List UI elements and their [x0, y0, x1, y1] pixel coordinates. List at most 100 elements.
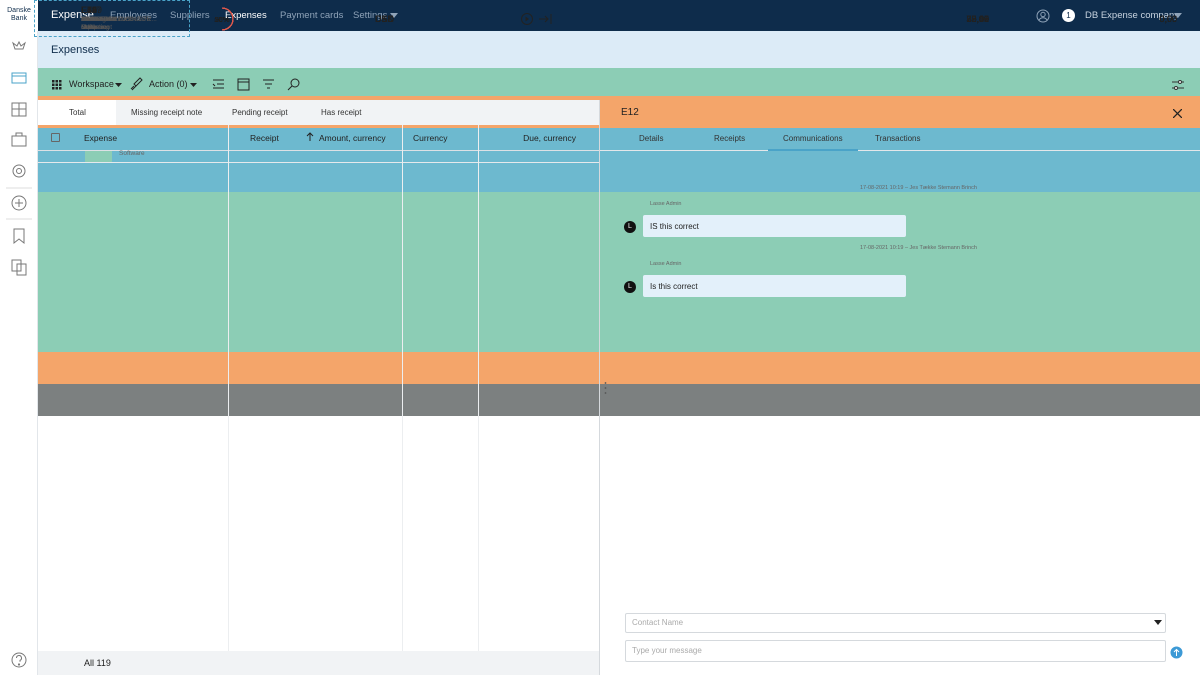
icon-part [521, 13, 533, 25]
expense-icon [0, 224, 1200, 256]
column-title[interactable]: Currency [413, 133, 448, 143]
currency: USD [375, 14, 395, 24]
resize-handle[interactable] [603, 380, 608, 396]
column-title[interactable]: Receipt [250, 133, 279, 143]
partial-row [38, 151, 599, 163]
category: Software [81, 24, 107, 31]
message-input[interactable] [625, 640, 1166, 662]
icon-part [221, 7, 234, 31]
company-name[interactable]: DB Expense company [1085, 10, 1179, 21]
row-category: Software [119, 150, 145, 157]
expense-id: E48 [81, 5, 98, 15]
message-meta: 17-08-2021 10:19 – Jes Tække Stemann Bri… [860, 245, 977, 251]
tab[interactable]: Total [69, 108, 86, 117]
table-row[interactable]: E79 Pluralsight Software 25% 36,25 USD 0,00 [0, 5, 1200, 224]
panel-tab[interactable]: Transactions [875, 134, 921, 143]
table-row[interactable]: E15 Shutterstock Marketing 50% 32,46 USD 0,00 [0, 5, 1200, 160]
sort-arrow [306, 132, 314, 141]
category: Software [81, 24, 107, 31]
panel-tab[interactable]: Details [639, 134, 664, 143]
due: 0,00 [1159, 14, 1177, 24]
panel-tab[interactable]: Receipts [714, 134, 746, 143]
receipt-status: 50% [214, 15, 230, 24]
currency: USD [375, 14, 395, 24]
row-actions[interactable] [520, 12, 554, 31]
table-row[interactable]: E34 Twilio Software 50% 75,02 USD 0,00 [0, 5, 1200, 320]
brand-line: Danske [7, 7, 31, 14]
column-title[interactable]: Due, currency [523, 133, 576, 143]
nav-item[interactable]: Employees [110, 10, 157, 21]
receipt-status: 50% [214, 15, 230, 24]
currency: USD [375, 14, 395, 24]
table-row[interactable]: E73 Microsoft Equipment 50% 78,63 DKK 0,00 [0, 5, 1200, 416]
avatar: L [624, 281, 636, 293]
send-button[interactable] [1170, 646, 1183, 659]
category: Software [81, 24, 107, 31]
expense-id: E109 [81, 5, 103, 15]
merchant: Microsoft [81, 16, 108, 23]
expense-icon [0, 256, 1200, 288]
user-icon[interactable] [1036, 9, 1050, 23]
settings-filter[interactable] [1171, 78, 1185, 92]
currency: USD [375, 14, 395, 24]
receipt-status: 25% [214, 15, 230, 24]
column-title[interactable]: Expense [84, 133, 118, 143]
receipt-status: 50% [214, 15, 230, 24]
currency: USD [375, 14, 395, 24]
table-row[interactable]: E12 Twilio Software 25% 75,05 USD [0, 0, 1200, 352]
expense-id: E86 [81, 5, 98, 15]
nav-item[interactable]: Expenses [225, 10, 267, 21]
receipt-status: 50% [214, 15, 230, 24]
nav-item[interactable]: Settings [353, 10, 388, 21]
icon [221, 7, 234, 31]
amount: 76,45 [966, 14, 989, 24]
workspace-button[interactable]: Workspace [69, 79, 114, 89]
category: Software [81, 24, 107, 31]
table-row[interactable]: E117 STK*Shutterstock Marketing 25% 32,49 USD… [0, 5, 1200, 192]
expense-id: E56 [81, 5, 98, 15]
amount: 75,02 [966, 14, 989, 24]
expense-id: E15 [81, 5, 98, 15]
category: Other [81, 24, 98, 31]
action-button[interactable]: Action (0) [149, 79, 188, 89]
column-header [38, 125, 599, 151]
column-title[interactable]: Amount, currency [319, 133, 386, 143]
table-row[interactable]: E109 ATLASSIAN Software 50% 29,00 USD 0,00 [0, 5, 1200, 96]
currency: USD [375, 14, 395, 24]
amount: 32,49 [966, 14, 989, 24]
tab[interactable]: Has receipt [321, 108, 362, 117]
row-count: All 119 [84, 658, 111, 668]
table-row[interactable]: E59 Twilio Software 50% 75,01 USD 0,00 [0, 5, 1200, 288]
message-meta: 17-08-2021 10:19 – Jes Tække Stemann Bri… [860, 185, 977, 191]
nav-item[interactable]: Payment cards [280, 10, 344, 21]
expense-icon [0, 192, 1200, 224]
brand-logo: Danske Bank [0, 0, 38, 31]
panel-tab[interactable]: Communications [783, 134, 843, 143]
icon-part [525, 16, 529, 22]
table-row[interactable]: E48 CIRCLE K HELSINGOR Other 50% 76,45 DKK 0,0… [0, 5, 1200, 384]
table-row[interactable]: E89 SendinBlue Software 50% 65,00 USD 0,00 [0, 5, 1200, 256]
receipt-status: 25% [214, 15, 230, 24]
app-name[interactable]: Expense [51, 9, 94, 21]
toolbar-icons [52, 77, 300, 91]
amount: 30,00 [966, 14, 989, 24]
tab[interactable]: Missing receipt note [131, 108, 203, 117]
merchant: Pluralsight [81, 16, 112, 23]
tab[interactable]: Pending receipt [232, 108, 288, 117]
contact-select[interactable] [625, 613, 1166, 633]
checkbox[interactable] [51, 133, 60, 142]
due: 0,00 [1159, 14, 1177, 24]
currency: DKK [375, 14, 394, 24]
expense-id: E117 [81, 5, 102, 15]
panel-title: E12 [621, 107, 639, 118]
close-button[interactable] [1173, 109, 1182, 118]
avatar: L [624, 221, 636, 233]
expense-icon [0, 128, 1200, 160]
due: 0,00 [1159, 14, 1177, 24]
amount: 36,25 [966, 14, 989, 24]
receipt-ring: 50% [209, 6, 235, 32]
currency: USD [375, 14, 395, 24]
caret [390, 13, 398, 18]
sidebar [0, 31, 38, 675]
message-text: Is this correct [650, 282, 698, 291]
